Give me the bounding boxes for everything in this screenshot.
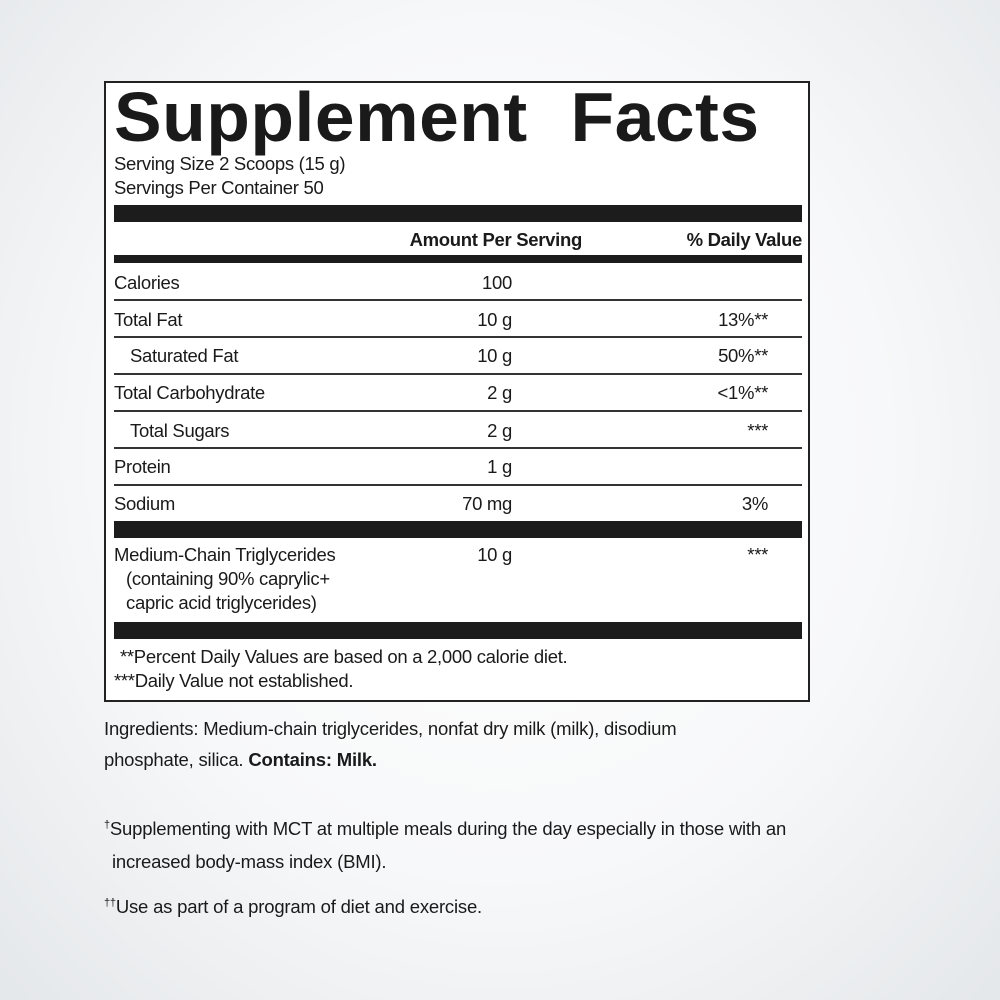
row-name: Sodium — [114, 493, 175, 514]
note-1-continued: increased body-mass index (BMI). — [112, 851, 387, 872]
servings-per-container: Servings Per Container 50 — [114, 177, 324, 198]
dagger-mark: † — [104, 818, 110, 831]
supplement-facts-label: Supplement Facts Serving Size 2 Scoops (… — [104, 78, 810, 702]
header-daily-value: % Daily Value — [686, 229, 803, 250]
row-dv: *** — [747, 420, 768, 441]
ingredients-line-1: Ingredients: Medium-chain triglycerides,… — [104, 718, 677, 739]
mct-detail-2: capric acid triglycerides) — [126, 592, 317, 613]
row-dv: 50%** — [718, 345, 768, 366]
mct-amount: 10 g — [477, 544, 512, 565]
ingredients-text: phosphate, silica. — [104, 749, 244, 770]
row-name: Calories — [114, 272, 180, 293]
row-name: Saturated Fat — [130, 345, 239, 366]
row-name: Protein — [114, 456, 171, 477]
medium-divider — [114, 255, 802, 263]
row-dv: 13%** — [718, 309, 768, 330]
allergen-statement: Contains: Milk. — [248, 749, 377, 770]
row-amount: 100 — [482, 272, 512, 293]
mct-detail-1: (containing 90% caprylic+ — [126, 568, 330, 589]
row-dv: 3% — [741, 493, 768, 514]
row-amount: 1 g — [487, 456, 512, 477]
row-amount: 10 g — [477, 309, 512, 330]
mct-name: Medium-Chain Triglycerides — [114, 544, 336, 565]
thick-divider — [114, 205, 802, 222]
row-divider — [114, 410, 802, 412]
double-dagger-mark: †† — [104, 896, 116, 909]
note-2-text: Use as part of a program of diet and exe… — [115, 896, 482, 917]
row-amount: 2 g — [487, 420, 512, 441]
header-amount: Amount Per Serving — [409, 229, 583, 250]
row-divider — [114, 373, 802, 375]
serving-size: Serving Size 2 Scoops (15 g) — [114, 153, 346, 174]
thick-divider — [114, 622, 802, 639]
row-name: Total Sugars — [130, 420, 230, 441]
row-dv: <1%** — [717, 382, 769, 403]
row-divider — [114, 299, 802, 301]
row-amount: 10 g — [477, 345, 512, 366]
row-name: Total Carbohydrate — [114, 382, 265, 403]
row-divider — [114, 484, 802, 486]
footnote-not-established: ***Daily Value not established. — [114, 670, 354, 691]
row-amount: 2 g — [487, 382, 512, 403]
note-2: ††Use as part of a program of diet and e… — [104, 896, 482, 918]
footnote-dv: **Percent Daily Values are based on a 2,… — [120, 646, 568, 667]
note-1: †Supplementing with MCT at multiple meal… — [104, 818, 786, 840]
row-divider — [114, 447, 802, 449]
mct-dv: *** — [747, 544, 768, 565]
row-divider — [114, 336, 802, 338]
row-amount: 70 mg — [462, 493, 512, 514]
row-name: Total Fat — [114, 309, 183, 330]
ingredients-line-2: phosphate, silica. Contains: Milk. — [104, 749, 377, 771]
label-title: Supplement Facts — [114, 78, 760, 156]
note-1-text: Supplementing with MCT at multiple meals… — [109, 818, 787, 839]
thick-divider — [114, 521, 802, 538]
